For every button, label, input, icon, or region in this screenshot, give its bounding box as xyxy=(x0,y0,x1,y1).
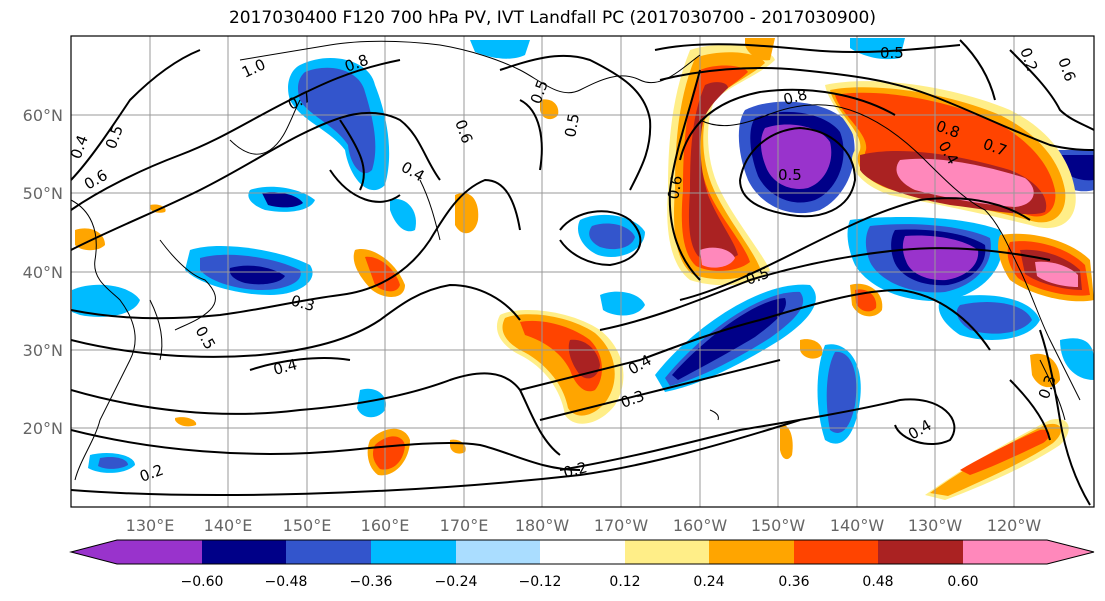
lat-label: 50°N xyxy=(23,184,63,203)
colorbar-tick-label: −0.24 xyxy=(435,574,478,590)
contour-label: 0.5 xyxy=(561,112,583,139)
contour-label: 0.8 xyxy=(781,85,809,109)
colorbar-ticks: −0.60 −0.48 −0.36 −0.24 −0.12 0.12 0.24 … xyxy=(181,574,979,590)
colorbar-tick-label: −0.60 xyxy=(181,574,224,590)
colorbar-tick-label: 0.60 xyxy=(947,574,978,590)
contour-label: 0.3 xyxy=(289,291,317,315)
lon-label: 160°E xyxy=(361,516,410,535)
colorbar-tick-label: 0.48 xyxy=(862,574,893,590)
lon-label: 140°W xyxy=(830,516,885,535)
lon-label: 160°W xyxy=(673,516,728,535)
colorbar-segment xyxy=(1047,540,1094,564)
lon-label: 130°E xyxy=(126,516,175,535)
lat-label: 40°N xyxy=(23,263,63,282)
colorbar-tick-label: −0.36 xyxy=(350,574,393,590)
colorbar-segments xyxy=(71,540,1094,564)
colorbar-segment xyxy=(540,540,625,564)
colorbar-segment xyxy=(456,540,540,564)
lat-label: 30°N xyxy=(23,341,63,360)
lon-label: 170°E xyxy=(440,516,489,535)
colorbar-segment xyxy=(71,540,117,564)
colorbar-outline xyxy=(69,539,1095,565)
lon-label: 180°W xyxy=(515,516,570,535)
contour-label: 0.5 xyxy=(778,166,802,184)
lat-label: 20°N xyxy=(23,419,63,438)
colorbar-segment xyxy=(202,540,286,564)
lon-label: 130°W xyxy=(908,516,963,535)
colorbar-tick-label: 0.36 xyxy=(778,574,809,590)
map-title: 2017030400 F120 700 hPa PV, IVT Landfall… xyxy=(228,8,876,28)
contour-label: 0.2 xyxy=(561,458,589,482)
colorbar-tick-label: 0.24 xyxy=(693,574,724,590)
colorbar-segment xyxy=(371,540,456,564)
lon-label: 140°E xyxy=(204,516,253,535)
longitude-labels: 130°E 140°E 150°E 160°E 170°E 180°W 170°… xyxy=(126,516,1042,535)
colorbar-tick-label: 0.12 xyxy=(609,574,640,590)
colorbar-segment xyxy=(878,540,963,564)
lon-label: 120°W xyxy=(987,516,1042,535)
map-frame xyxy=(70,35,1095,508)
colorbar-segment xyxy=(117,540,202,564)
lon-label: 170°W xyxy=(594,516,649,535)
colorbar-segment xyxy=(794,540,878,564)
contour-label: 0.4 xyxy=(271,355,299,379)
colorbar-segment xyxy=(286,540,371,564)
map-contents: 1.0 0.8 0.7 0.6 0.5 0.4 0.6 0.5 0.4 0.3 … xyxy=(71,36,1094,507)
colorbar-segment xyxy=(709,540,794,564)
colorbar-tick-label: −0.48 xyxy=(265,574,308,590)
pv-contours xyxy=(71,39,1094,506)
colorbar-segment xyxy=(625,540,709,564)
colorbar-tick-label: −0.12 xyxy=(519,574,562,590)
colorbar: −0.60 −0.48 −0.36 −0.24 −0.12 0.12 0.24 … xyxy=(69,539,1095,590)
latitude-labels: 60°N 50°N 40°N 30°N 20°N xyxy=(23,106,63,438)
lat-label: 60°N xyxy=(23,106,63,125)
lon-label: 150°E xyxy=(283,516,332,535)
contour-label: 0.6 xyxy=(664,174,686,201)
lon-label: 150°W xyxy=(751,516,806,535)
colorbar-segment xyxy=(963,540,1047,564)
contour-label: 0.5 xyxy=(880,44,904,62)
